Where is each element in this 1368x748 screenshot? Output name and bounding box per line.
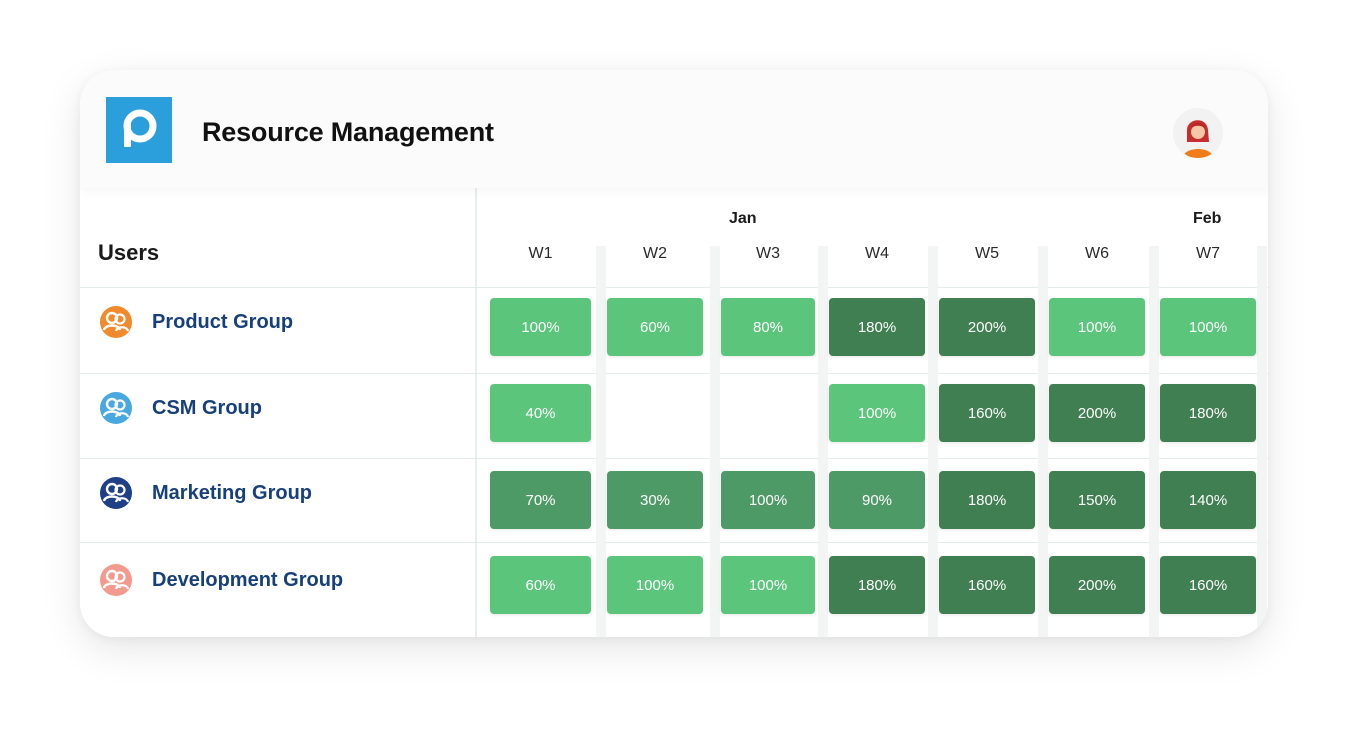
allocation-cell[interactable]: 100% bbox=[829, 384, 925, 442]
column-separator bbox=[1038, 246, 1048, 637]
allocation-value: 180% bbox=[857, 318, 897, 336]
allocation-value: 100% bbox=[521, 318, 560, 336]
allocation-cell[interactable]: 100% bbox=[1160, 298, 1256, 356]
allocation-value: 160% bbox=[967, 576, 1007, 594]
allocation-cell[interactable]: 100% bbox=[721, 556, 815, 614]
allocation-value: 60% bbox=[639, 318, 671, 336]
users-icon bbox=[99, 391, 133, 425]
allocation-cell[interactable]: 160% bbox=[939, 384, 1035, 442]
row-divider bbox=[80, 287, 1268, 288]
week-header-w2: W2 bbox=[643, 245, 667, 262]
users-icon bbox=[99, 563, 133, 597]
group-row-csm-group[interactable]: CSM Group bbox=[80, 388, 477, 428]
allocation-cell[interactable]: 180% bbox=[829, 298, 925, 356]
allocation-cell[interactable]: 90% bbox=[829, 471, 925, 529]
users-panel: Users bbox=[80, 188, 477, 637]
allocation-cell[interactable]: 160% bbox=[1160, 556, 1256, 614]
allocation-cell[interactable]: 200% bbox=[939, 298, 1035, 356]
allocation-cell[interactable]: 80% bbox=[721, 298, 815, 356]
app-header: Resource Management bbox=[80, 70, 1268, 188]
allocation-cell[interactable]: 100% bbox=[490, 298, 591, 356]
group-label: Marketing Group bbox=[152, 481, 313, 504]
month-label-feb: Feb bbox=[1193, 210, 1222, 227]
allocation-cell[interactable]: 30% bbox=[607, 471, 703, 529]
column-separator bbox=[596, 246, 606, 637]
week-header-w6: W6 bbox=[1085, 245, 1109, 262]
row-divider bbox=[80, 542, 1268, 543]
allocation-value: 80% bbox=[752, 318, 784, 336]
allocation-cell[interactable]: 200% bbox=[1049, 556, 1145, 614]
column-separator bbox=[928, 246, 938, 637]
column-separator bbox=[1257, 246, 1267, 637]
allocation-value: 100% bbox=[1077, 318, 1117, 336]
allocation-value: 200% bbox=[967, 318, 1007, 336]
row-divider bbox=[80, 373, 1268, 374]
avatar-icon bbox=[1173, 108, 1223, 158]
weeks-grid: Jan Feb W1 W2 W3 W4 W5 W6 W7 100% 60% 80% 180% 200%… bbox=[479, 188, 1268, 637]
allocation-cell[interactable]: 180% bbox=[1160, 384, 1256, 442]
app-logo[interactable] bbox=[106, 97, 172, 163]
column-separator bbox=[1149, 246, 1159, 637]
allocation-value: 100% bbox=[1188, 318, 1228, 336]
allocation-cell[interactable]: 140% bbox=[1160, 471, 1256, 529]
week-header-w7: W7 bbox=[1196, 245, 1220, 262]
allocation-value: 40% bbox=[525, 404, 556, 422]
column-separator bbox=[710, 246, 720, 637]
allocation-cell[interactable]: 70% bbox=[490, 471, 591, 529]
allocation-value: 90% bbox=[861, 491, 893, 509]
allocation-cell[interactable]: 100% bbox=[1049, 298, 1145, 356]
allocation-cell[interactable]: 150% bbox=[1049, 471, 1145, 529]
allocation-value: 140% bbox=[1188, 491, 1228, 509]
allocation-value: 70% bbox=[525, 491, 556, 509]
allocation-cell[interactable]: 180% bbox=[829, 556, 925, 614]
group-label: Development Group bbox=[152, 568, 344, 591]
group-label: CSM Group bbox=[152, 396, 262, 419]
group-row-product-group[interactable]: Product Group bbox=[80, 302, 477, 342]
allocation-cell[interactable]: 40% bbox=[490, 384, 591, 442]
group-row-development-group[interactable]: Development Group bbox=[80, 560, 477, 600]
row-divider bbox=[80, 458, 1268, 459]
week-header-w1: W1 bbox=[528, 245, 553, 262]
allocation-cell[interactable]: 100% bbox=[607, 556, 703, 614]
allocation-cell[interactable]: 100% bbox=[721, 471, 815, 529]
allocation-value: 100% bbox=[857, 404, 897, 422]
resource-management-card: Resource Management Users Product Group C… bbox=[80, 70, 1268, 637]
allocation-value: 160% bbox=[967, 404, 1007, 422]
allocation-cell[interactable]: 200% bbox=[1049, 384, 1145, 442]
week-header-w5: W5 bbox=[975, 245, 999, 262]
allocation-cell[interactable]: 160% bbox=[939, 556, 1035, 614]
allocation-value: 180% bbox=[967, 491, 1007, 509]
logo-p-icon bbox=[123, 109, 157, 147]
allocation-value: 200% bbox=[1077, 404, 1117, 422]
allocation-value: 100% bbox=[748, 576, 788, 594]
allocation-value: 60% bbox=[525, 576, 556, 594]
allocation-cell[interactable]: 60% bbox=[607, 298, 703, 356]
allocation-value: 180% bbox=[1188, 404, 1228, 422]
users-icon bbox=[99, 476, 133, 510]
user-avatar[interactable] bbox=[1173, 108, 1223, 158]
allocation-value: 160% bbox=[1188, 576, 1228, 594]
page-title: Resource Management bbox=[202, 117, 494, 147]
week-header-w4: W4 bbox=[865, 245, 889, 262]
allocation-cell[interactable]: 60% bbox=[490, 556, 591, 614]
allocation-cell[interactable]: 180% bbox=[939, 471, 1035, 529]
week-header-w3: W3 bbox=[756, 245, 780, 262]
column-separator bbox=[818, 246, 828, 637]
allocation-value: 150% bbox=[1077, 491, 1117, 509]
group-label: Product Group bbox=[152, 310, 294, 333]
allocation-value: 100% bbox=[748, 491, 788, 509]
users-column-header: Users bbox=[98, 240, 160, 265]
group-row-marketing-group[interactable]: Marketing Group bbox=[80, 473, 477, 513]
allocation-value: 200% bbox=[1077, 576, 1117, 594]
allocation-value: 100% bbox=[635, 576, 675, 594]
month-label-jan: Jan bbox=[729, 210, 757, 227]
allocation-value: 180% bbox=[857, 576, 897, 594]
allocation-value: 30% bbox=[639, 491, 671, 509]
users-icon bbox=[99, 305, 133, 339]
